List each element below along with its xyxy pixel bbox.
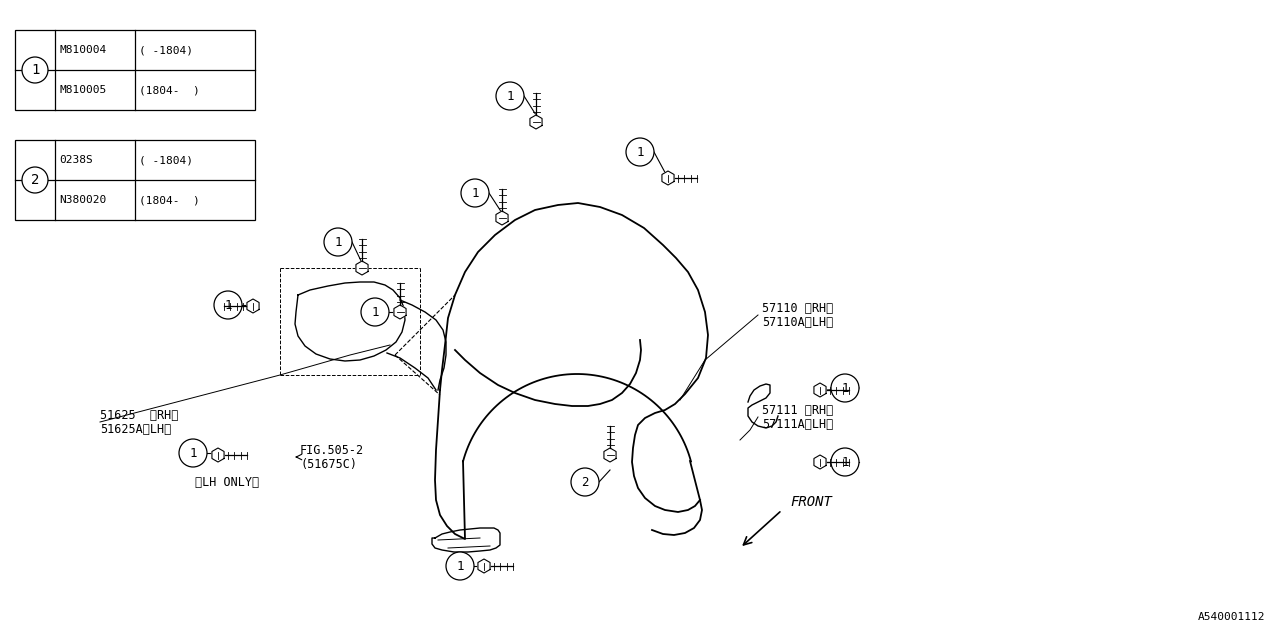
Polygon shape: [394, 305, 406, 319]
Bar: [15, 140, 255, 220]
Circle shape: [831, 374, 859, 402]
Text: ( -1804): ( -1804): [140, 155, 193, 165]
Text: (1804-  ): (1804- ): [140, 85, 200, 95]
Text: 〈LH ONLY〉: 〈LH ONLY〉: [195, 476, 259, 488]
Polygon shape: [814, 383, 826, 397]
Circle shape: [22, 167, 49, 193]
Text: 1: 1: [334, 236, 342, 248]
Text: 1: 1: [507, 90, 513, 102]
Text: 1: 1: [636, 145, 644, 159]
Circle shape: [571, 468, 599, 496]
Bar: [15, 30, 255, 110]
Text: 2: 2: [581, 476, 589, 488]
Polygon shape: [604, 448, 616, 462]
Text: 1: 1: [31, 63, 40, 77]
Text: 1: 1: [371, 305, 379, 319]
Circle shape: [361, 298, 389, 326]
Polygon shape: [662, 171, 675, 185]
Text: 51625A〈LH〉: 51625A〈LH〉: [100, 422, 172, 435]
Circle shape: [214, 291, 242, 319]
Circle shape: [22, 57, 49, 83]
Text: A540001112: A540001112: [1198, 612, 1265, 622]
Circle shape: [324, 228, 352, 256]
Text: 1: 1: [189, 447, 197, 460]
Polygon shape: [212, 448, 224, 462]
Circle shape: [497, 82, 524, 110]
Polygon shape: [247, 299, 259, 313]
Text: 1: 1: [456, 559, 463, 573]
Text: 1: 1: [471, 186, 479, 200]
Text: 51625  〈RH〉: 51625 〈RH〉: [100, 408, 178, 422]
Polygon shape: [495, 211, 508, 225]
Polygon shape: [356, 261, 369, 275]
Circle shape: [831, 448, 859, 476]
Text: 2: 2: [31, 173, 40, 187]
Text: (51675C): (51675C): [300, 458, 357, 470]
Circle shape: [179, 439, 207, 467]
Text: (1804-  ): (1804- ): [140, 195, 200, 205]
Text: N380020: N380020: [59, 195, 106, 205]
Circle shape: [626, 138, 654, 166]
Text: M810005: M810005: [59, 85, 106, 95]
Text: 57111A〈LH〉: 57111A〈LH〉: [762, 417, 833, 431]
Circle shape: [461, 179, 489, 207]
Text: 0238S: 0238S: [59, 155, 92, 165]
Circle shape: [445, 552, 474, 580]
Text: 57110A〈LH〉: 57110A〈LH〉: [762, 316, 833, 328]
Polygon shape: [814, 455, 826, 469]
Text: 1: 1: [841, 381, 849, 394]
Polygon shape: [530, 115, 541, 129]
Text: M810004: M810004: [59, 45, 106, 55]
Text: 1: 1: [224, 298, 232, 312]
Text: 1: 1: [841, 456, 849, 468]
Text: FIG.505-2: FIG.505-2: [300, 444, 364, 456]
Text: FRONT: FRONT: [790, 495, 832, 509]
Text: 57110 〈RH〉: 57110 〈RH〉: [762, 301, 833, 314]
Text: ( -1804): ( -1804): [140, 45, 193, 55]
Polygon shape: [477, 559, 490, 573]
Text: 57111 〈RH〉: 57111 〈RH〉: [762, 403, 833, 417]
